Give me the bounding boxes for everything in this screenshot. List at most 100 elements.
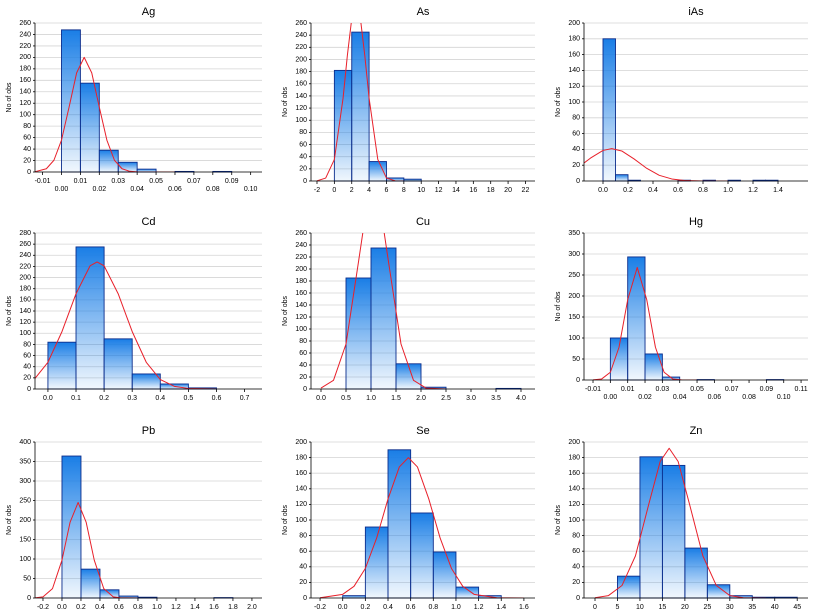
x-tick-label: 0.4 xyxy=(383,604,393,611)
x-tick-label: 0.0 xyxy=(598,187,608,194)
y-tick-label: 160 xyxy=(19,297,31,304)
x-tick-label: 1.4 xyxy=(496,604,506,611)
y-tick-label: 60 xyxy=(299,350,307,357)
y-tick-label: 100 xyxy=(19,556,31,563)
x-tick-label: 0.11 xyxy=(795,386,808,393)
y-tick-label: 20 xyxy=(299,579,307,586)
x-tick-label: 0.00 xyxy=(604,394,618,401)
x-tick-label: 0.6 xyxy=(673,187,683,194)
chart-title: Se xyxy=(416,425,429,437)
bar xyxy=(644,353,663,381)
x-tick-label: 0.08 xyxy=(742,394,756,401)
x-tick-label: 0.6 xyxy=(212,395,222,402)
y-tick-label: 200 xyxy=(19,517,31,524)
x-tick-label: 1.0 xyxy=(451,604,461,611)
x-tick-label: 0.09 xyxy=(225,178,239,185)
y-tick-label: 120 xyxy=(19,319,31,326)
bar xyxy=(75,246,105,390)
x-tick-label: -0.2 xyxy=(37,604,49,611)
x-tick-label: 0.06 xyxy=(708,394,722,401)
y-tick-label: 100 xyxy=(568,517,580,524)
x-tick-label: 1.0 xyxy=(152,604,162,611)
y-tick-label: 180 xyxy=(295,68,307,75)
x-tick-label: 1.2 xyxy=(171,604,181,611)
x-tick-label: 0.07 xyxy=(187,178,201,185)
bar xyxy=(639,456,663,599)
y-tick-label: 200 xyxy=(295,266,307,273)
fit-curve xyxy=(592,266,698,380)
x-tick-label: 6 xyxy=(385,187,389,194)
y-tick-label: 100 xyxy=(568,335,580,342)
y-tick-label: 120 xyxy=(295,105,307,112)
y-tick-label: 350 xyxy=(19,458,31,465)
x-tick-label: 2.0 xyxy=(247,604,257,611)
y-tick-label: 100 xyxy=(568,99,580,106)
y-tick-label: 60 xyxy=(299,548,307,555)
y-tick-label: 200 xyxy=(295,56,307,63)
y-tick-label: 180 xyxy=(568,36,580,43)
y-tick-label: 220 xyxy=(19,43,31,50)
x-tick-label: 30 xyxy=(726,604,734,611)
chart-title: Ag xyxy=(142,6,155,18)
y-tick-label: 0 xyxy=(303,178,307,185)
y-tick-label: 100 xyxy=(295,326,307,333)
bar xyxy=(432,551,457,599)
y-axis-label: No of obs xyxy=(282,87,289,117)
bar xyxy=(615,174,629,182)
x-tick-label: 15 xyxy=(659,604,667,611)
y-tick-label: 260 xyxy=(19,241,31,248)
y-tick-label: 240 xyxy=(19,252,31,259)
y-tick-label: 160 xyxy=(295,470,307,477)
x-tick-label: 40 xyxy=(771,604,779,611)
y-tick-label: 20 xyxy=(299,166,307,173)
fit-curve xyxy=(35,56,175,172)
x-tick-label: 0 xyxy=(593,604,597,611)
y-tick-label: 100 xyxy=(295,517,307,524)
y-tick-label: 50 xyxy=(23,575,31,582)
y-tick-label: 40 xyxy=(572,564,580,571)
y-tick-label: 200 xyxy=(568,293,580,300)
y-tick-label: 80 xyxy=(299,338,307,345)
y-tick-label: 200 xyxy=(19,54,31,61)
bar xyxy=(47,341,77,390)
y-tick-label: 260 xyxy=(295,230,307,237)
y-tick-label: 400 xyxy=(19,439,31,446)
y-tick-label: 160 xyxy=(19,77,31,84)
y-tick-label: 200 xyxy=(19,274,31,281)
y-tick-label: 140 xyxy=(568,486,580,493)
fit-curve xyxy=(35,501,138,598)
y-tick-label: 50 xyxy=(572,356,580,363)
y-tick-label: 140 xyxy=(295,302,307,309)
y-tick-label: 240 xyxy=(295,242,307,249)
x-tick-label: 0.07 xyxy=(725,386,739,393)
y-tick-label: 350 xyxy=(568,230,580,237)
bar xyxy=(395,363,422,390)
x-tick-label: 0.10 xyxy=(244,186,258,193)
chart-title: iAs xyxy=(688,6,704,18)
histogram-panel: Ag No of obs 0 20 40 60 80 100 120 140 160 180 200 22… xyxy=(6,6,262,193)
y-tick-label: 120 xyxy=(568,83,580,90)
y-tick-label: 220 xyxy=(295,254,307,261)
y-tick-label: 0 xyxy=(303,386,307,393)
y-tick-label: 80 xyxy=(23,341,31,348)
x-tick-label: 0.8 xyxy=(698,187,708,194)
x-tick-label: 0.4 xyxy=(95,604,105,611)
fit-curve xyxy=(316,23,404,181)
y-tick-label: 140 xyxy=(19,89,31,96)
y-tick-label: 60 xyxy=(299,141,307,148)
fit-curve xyxy=(584,148,728,181)
histogram-panel: Zn No of obs 0 20 40 60 80 100 120 140 160 180 200 0 5… xyxy=(555,425,808,611)
y-tick-label: 180 xyxy=(295,454,307,461)
y-axis-label: No of obs xyxy=(282,296,289,326)
x-tick-label: 0.05 xyxy=(690,386,704,393)
x-tick-label: 2.0 xyxy=(416,395,426,402)
x-tick-label: 4 xyxy=(367,187,371,194)
x-tick-label: 1.4 xyxy=(190,604,200,611)
x-tick-label: 0.2 xyxy=(360,604,370,611)
y-tick-label: 0 xyxy=(303,595,307,602)
y-tick-label: 250 xyxy=(568,272,580,279)
y-tick-label: 140 xyxy=(295,486,307,493)
x-tick-label: 0.4 xyxy=(648,187,658,194)
